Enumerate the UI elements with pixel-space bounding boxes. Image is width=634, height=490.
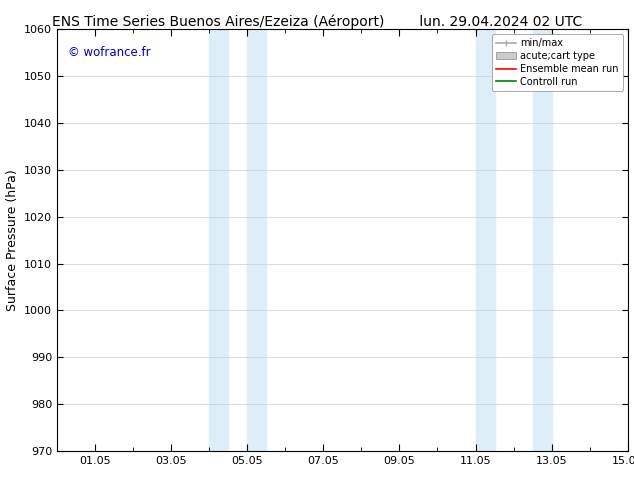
Text: ENS Time Series Buenos Aires/Ezeiza (Aéroport)        lun. 29.04.2024 02 UTC: ENS Time Series Buenos Aires/Ezeiza (Aér… xyxy=(52,15,582,29)
Text: © wofrance.fr: © wofrance.fr xyxy=(68,46,151,59)
Legend: min/max, acute;cart type, Ensemble mean run, Controll run: min/max, acute;cart type, Ensemble mean … xyxy=(492,34,623,91)
Y-axis label: Surface Pressure (hPa): Surface Pressure (hPa) xyxy=(6,169,18,311)
Bar xyxy=(247,29,266,451)
Bar xyxy=(209,29,228,451)
Bar xyxy=(476,29,495,451)
Bar xyxy=(533,29,552,451)
